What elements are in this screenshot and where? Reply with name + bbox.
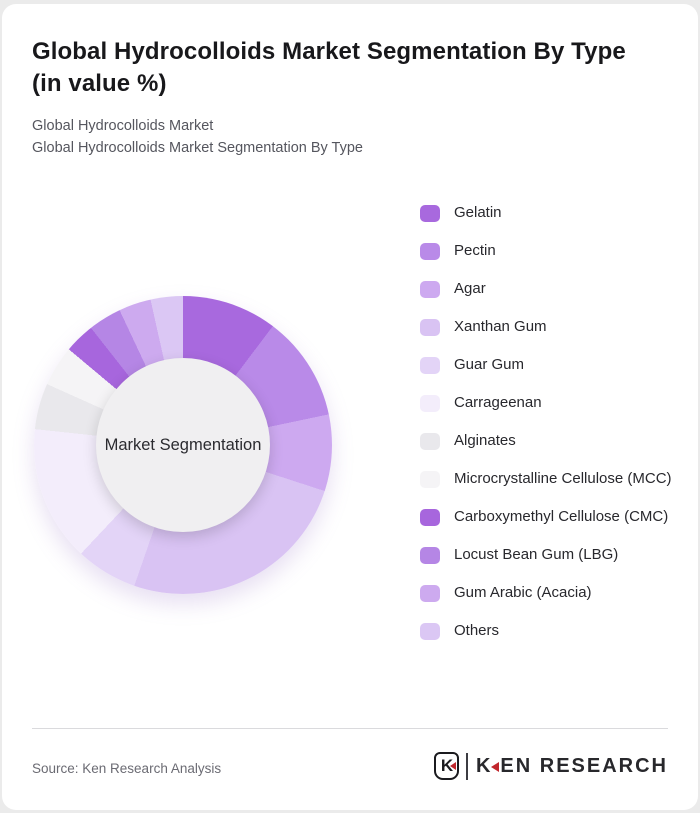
legend-label: Xanthan Gum [454,318,547,335]
chart-card: Global Hydrocolloids Market Segmentation… [2,4,698,810]
legend-item: Alginates [420,430,672,452]
legend-label: Alginates [454,432,516,449]
legend-label: Gelatin [454,204,502,221]
legend-item: Gelatin [420,202,672,224]
donut-center-circle: Market Segmentation [96,358,270,532]
source-text: Source: Ken Research Analysis [32,761,222,776]
subtitle-line-2: Global Hydrocolloids Market Segmentation… [32,140,363,156]
donut-chart: Market Segmentation [34,296,332,594]
subtitle-line-1: Global Hydrocolloids Market [32,118,214,134]
footer-divider [32,728,668,729]
logo-badge-icon: K [434,752,460,780]
legend-item: Agar [420,278,672,300]
page-title: Global Hydrocolloids Market Segmentation… [32,38,626,97]
donut-center-label: Market Segmentation [104,435,262,454]
logo-separator [466,752,468,780]
legend-swatch [420,584,440,602]
legend-swatch [420,204,440,222]
legend-label: Gum Arabic (Acacia) [454,584,592,601]
logo-badge-triangle-icon [450,762,457,770]
legend-item: Carboxymethyl Cellulose (CMC) [420,506,672,528]
logo-brand-triangle-icon [491,762,500,772]
legend-swatch [420,280,440,298]
legend: Gelatin Pectin Agar Xanthan Gum Guar Gum Carr… [420,202,672,642]
legend-label: Pectin [454,242,496,259]
logo-brand-text: K EN RESEARCH [476,755,668,778]
subtitle-block: Global Hydrocolloids Market Global Hydro… [32,115,662,159]
legend-item: Microcrystalline Cellulose (MCC) [420,468,672,490]
legend-label: Microcrystalline Cellulose (MCC) [454,470,672,487]
legend-label: Guar Gum [454,356,525,373]
legend-item: Pectin [420,240,672,262]
legend-swatch [420,508,440,526]
legend-label: Carrageenan [454,394,542,411]
legend-swatch [420,546,440,564]
legend-label: Locust Bean Gum (LBG) [454,546,619,563]
legend-item: Others [420,620,672,642]
legend-swatch [420,318,440,336]
legend-item: Xanthan Gum [420,316,672,338]
logo-brand-k: K [475,754,493,777]
legend-item: Gum Arabic (Acacia) [420,582,672,604]
legend-swatch [420,394,440,412]
ken-research-logo: K K EN RESEARCH [434,752,668,780]
legend-label: Carboxymethyl Cellulose (CMC) [454,508,669,525]
logo-badge-letter: K [440,756,454,775]
legend-swatch [420,432,440,450]
legend-swatch [420,242,440,260]
legend-label: Others [454,622,500,639]
legend-item: Guar Gum [420,354,672,376]
legend-item: Carrageenan [420,392,672,414]
legend-swatch [420,356,440,374]
legend-swatch [420,470,440,488]
legend-swatch [420,622,440,640]
logo-brand-rest: EN RESEARCH [500,754,668,777]
legend-item: Locust Bean Gum (LBG) [420,544,672,566]
legend-label: Agar [454,280,486,297]
